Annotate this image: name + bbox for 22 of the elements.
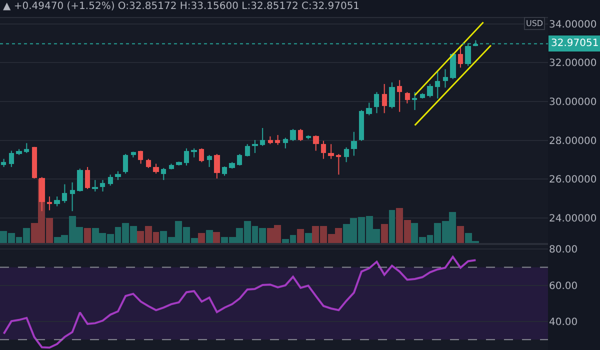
chart-title: ▲ +0.49470 (+1.52%) O:32.85172 H:33.15600 L:32.85172 C:32.97051 — [3, 0, 360, 12]
bar — [213, 232, 220, 243]
y-tick-label: 32.00000 — [549, 58, 597, 70]
y-tick-label: 80.00 — [549, 244, 578, 256]
bar — [457, 226, 464, 243]
bar — [84, 228, 91, 243]
line-series — [2, 256, 477, 349]
y-tick-label: 60.00 — [549, 280, 578, 292]
y-tick-label: 26.00000 — [549, 174, 597, 186]
y-tick-label: 28.00000 — [549, 136, 597, 147]
y-tick-label: 40.00 — [549, 317, 578, 328]
bar — [381, 224, 388, 243]
y-tick-label: 34.00000 — [549, 19, 597, 30]
y-axis-title: USD — [526, 19, 544, 28]
bar — [206, 230, 213, 243]
bar — [198, 233, 205, 243]
y-tick-label: 24.00000 — [549, 213, 597, 224]
bar — [297, 229, 304, 243]
ref-line-label: 32.97051 — [551, 38, 599, 49]
y-tick-label: 30.00000 — [549, 96, 597, 108]
bar — [389, 210, 395, 243]
bar — [305, 233, 312, 243]
